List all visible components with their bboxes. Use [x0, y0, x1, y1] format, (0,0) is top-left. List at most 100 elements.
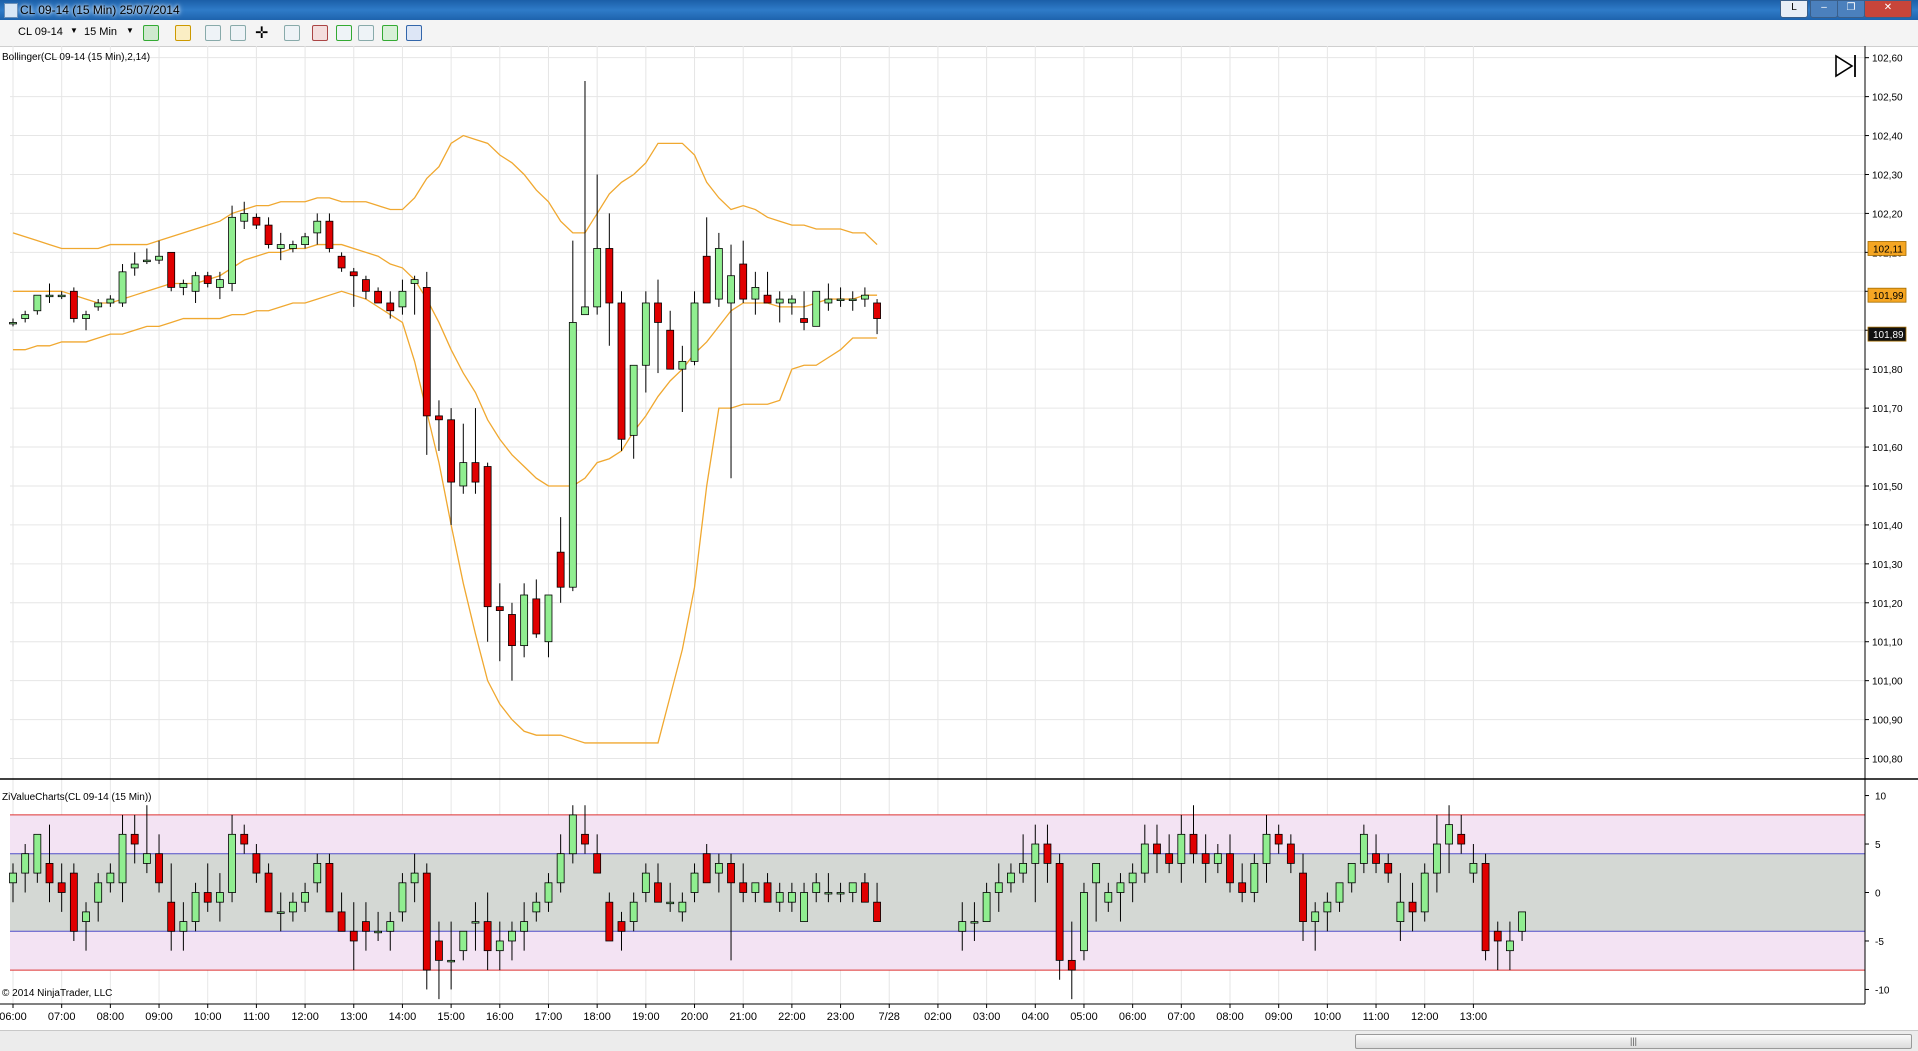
draw-tool-icon[interactable] [175, 25, 191, 41]
price-candle [422, 271, 431, 455]
candle-body [1226, 853, 1234, 884]
candle-body [94, 302, 103, 308]
indicator-candle [1372, 834, 1380, 874]
candle-body [495, 606, 504, 611]
crosshair-icon[interactable]: ✛ [255, 25, 269, 42]
link-button[interactable]: L [1780, 0, 1808, 18]
zoom-icon[interactable] [284, 25, 300, 41]
time-tick-label: 15:00 [437, 1011, 465, 1023]
strategies-icon[interactable] [336, 25, 352, 41]
price-candle [240, 201, 249, 229]
indicator-candles [9, 805, 1526, 1000]
minimize-button[interactable]: – [1810, 0, 1838, 18]
templates-icon[interactable] [406, 25, 422, 41]
indicator-candle [374, 911, 383, 941]
price-candle [386, 291, 395, 319]
price-candle [313, 213, 322, 245]
price-tick-label: 102,50 [1872, 93, 1903, 104]
indicator-candle [787, 882, 796, 912]
horizontal-scrollbar[interactable]: ||| [0, 1030, 1918, 1051]
candle-body [1262, 833, 1271, 864]
price-candle [751, 271, 760, 315]
indicator-candle [982, 882, 991, 922]
indicator-candle [398, 873, 407, 922]
copyright-text: © 2014 NinjaTrader, LLC [2, 988, 112, 999]
bar-type-icon[interactable] [143, 25, 159, 41]
time-tick-label: 22:00 [778, 1011, 806, 1023]
price-marker-label: 101,89 [1873, 330, 1904, 341]
indicator-candle [167, 863, 176, 951]
indicator-candle [1347, 863, 1356, 893]
indicator-candle [33, 833, 42, 883]
indicator-candle [82, 902, 90, 951]
indicators-icon[interactable] [312, 25, 328, 41]
price-tick-label: 102,60 [1872, 54, 1903, 65]
candle-body [727, 275, 735, 304]
candle-body [702, 255, 711, 304]
maximize-button[interactable]: ❐ [1837, 0, 1865, 18]
candle-body [483, 466, 492, 608]
indicator-candle [544, 873, 553, 912]
indicator-candle [1299, 853, 1307, 941]
price-candle [289, 240, 297, 253]
price-candle [94, 299, 103, 311]
candle-body [848, 298, 857, 301]
time-tick-label: 11:00 [1363, 1011, 1390, 1023]
instrument-selector[interactable]: CL 09-14 [18, 26, 63, 38]
indicator-candle [94, 873, 103, 922]
candle-body [130, 833, 139, 845]
candle-body [289, 244, 297, 249]
indicator-candle [1396, 873, 1405, 941]
magnet-icon[interactable] [230, 25, 246, 41]
price-candle [727, 244, 735, 479]
price-candle [848, 291, 857, 311]
candle-body [568, 322, 577, 588]
candle-body [106, 872, 115, 884]
scrollbar-thumb[interactable]: ||| [1355, 1034, 1912, 1049]
candle-body [374, 930, 383, 934]
candle-body [276, 911, 285, 914]
chart-properties-icon[interactable] [358, 25, 374, 41]
time-tick-label: 12:00 [1411, 1011, 1439, 1023]
candle-body [167, 251, 176, 288]
candle-body [678, 360, 687, 370]
candle-body [836, 298, 845, 301]
indicator-candle [958, 902, 967, 951]
time-tick-label: 09:00 [145, 1011, 173, 1023]
title-bar: CL 09-14 (15 Min) 25/07/2014 L – ❐ ✕ [0, 0, 1918, 20]
time-tick-label: 04:00 [1022, 1011, 1050, 1023]
candle-body [1043, 843, 1052, 864]
price-candle [264, 217, 273, 249]
candle-body [45, 863, 54, 884]
pointer-tool-icon[interactable] [205, 25, 221, 41]
candle-body [69, 290, 78, 319]
candle-body [1286, 843, 1295, 864]
candle-body [714, 863, 723, 874]
data-box-icon[interactable] [382, 25, 398, 41]
candle-body [812, 290, 821, 327]
price-candle [714, 232, 723, 307]
candle-body [641, 872, 650, 893]
candle-body [873, 302, 881, 319]
indicator-candle [812, 873, 821, 903]
price-candle [57, 291, 66, 300]
candle-body [215, 892, 224, 903]
price-chart[interactable]: 102,60102,50102,40102,30102,20102,10102,… [0, 46, 1918, 1030]
interval-selector[interactable]: 15 Min [84, 26, 118, 38]
price-candle [155, 240, 163, 265]
indicator-candle [1153, 824, 1161, 874]
indicator-candle [751, 882, 760, 903]
candle-body [142, 853, 151, 864]
price-candle [301, 232, 309, 249]
indicator-candle [142, 805, 151, 874]
price-candle [142, 248, 151, 265]
indicator-candle [1506, 921, 1514, 971]
candle-body [775, 892, 784, 903]
indicator-candle [9, 863, 17, 903]
indicator-candle [1019, 834, 1028, 883]
close-button[interactable]: ✕ [1864, 0, 1912, 18]
time-tick-label: 08:00 [1216, 1011, 1244, 1023]
candle-body [252, 216, 261, 226]
scroll-to-end-icon[interactable] [1835, 54, 1856, 78]
time-tick-label: 21:00 [729, 1011, 757, 1023]
